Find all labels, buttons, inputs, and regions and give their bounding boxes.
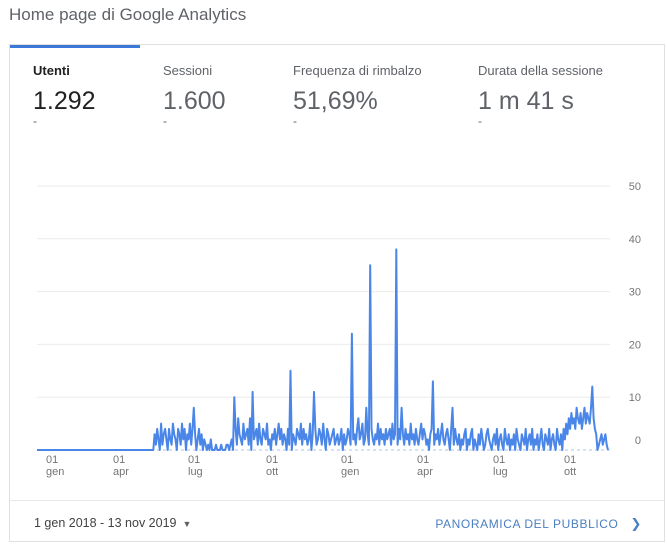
metric-value: 1.292 — [33, 87, 96, 115]
x-tick-day: 01 — [341, 454, 353, 466]
caret-down-icon: ▼ — [182, 519, 192, 529]
analytics-card: Utenti 1.292 - Sessioni 1.600 - Frequenz… — [9, 44, 665, 542]
x-tick-month: ott — [266, 466, 278, 478]
x-tick-month: gen — [46, 466, 64, 478]
y-tick-label: 0 — [635, 435, 641, 447]
metric-delta: - — [293, 114, 297, 128]
y-tick-label: 50 — [629, 181, 641, 193]
metric-delta: - — [33, 114, 37, 128]
chevron-right-icon: ❯ — [630, 516, 642, 531]
metric-value: 51,69% — [293, 87, 378, 115]
metric-delta: - — [478, 114, 482, 128]
x-tick-month: lug — [188, 466, 203, 478]
x-tick-month: gen — [341, 466, 359, 478]
x-tick-month: ott — [564, 466, 576, 478]
metric-value: 1 m 41 s — [478, 87, 574, 115]
metric-label: Sessioni — [163, 63, 213, 78]
y-tick-label: 40 — [629, 234, 641, 246]
x-tick-day: 01 — [46, 454, 58, 466]
x-tick-month: apr — [113, 466, 129, 478]
x-tick-month: apr — [417, 466, 433, 478]
series-line-users — [37, 248, 609, 451]
metric-tab-session-duration[interactable]: Durata della sessione 1 m 41 s - — [478, 63, 604, 128]
audience-overview-link[interactable]: PANORAMICA DEL PUBBLICO ❯ — [435, 516, 642, 532]
metric-tab-bounce-rate[interactable]: Frequenza di rimbalzo 51,69% - — [293, 63, 422, 128]
metric-label: Utenti — [33, 63, 70, 78]
metric-delta: - — [163, 114, 167, 128]
report-link-label: PANORAMICA DEL PUBBLICO — [435, 517, 619, 531]
active-tab-indicator — [10, 45, 140, 48]
x-tick-day: 01 — [188, 454, 200, 466]
page-title: Home page di Google Analytics — [9, 5, 247, 24]
footer-divider — [10, 500, 664, 501]
x-tick-day: 01 — [113, 454, 125, 466]
date-range-selector[interactable]: 1 gen 2018 - 13 nov 2019 ▼ — [34, 516, 191, 530]
x-tick-month: lug — [493, 466, 508, 478]
y-tick-label: 10 — [629, 392, 641, 404]
metric-label: Durata della sessione — [478, 63, 604, 78]
y-tick-label: 30 — [629, 287, 641, 299]
date-range-label: 1 gen 2018 - 13 nov 2019 — [34, 516, 177, 530]
metric-tab-users[interactable]: Utenti 1.292 - — [33, 63, 96, 128]
metric-label: Frequenza di rimbalzo — [293, 63, 422, 78]
x-tick-day: 01 — [266, 454, 278, 466]
metric-tab-sessions[interactable]: Sessioni 1.600 - — [163, 63, 226, 128]
x-tick-day: 01 — [564, 454, 576, 466]
x-tick-day: 01 — [417, 454, 429, 466]
x-tick-day: 01 — [493, 454, 505, 466]
users-line-chart: 5040302010001gen01apr01lug01ott01gen01ap… — [37, 181, 641, 478]
metric-value: 1.600 — [163, 87, 226, 115]
y-tick-label: 20 — [629, 339, 641, 351]
